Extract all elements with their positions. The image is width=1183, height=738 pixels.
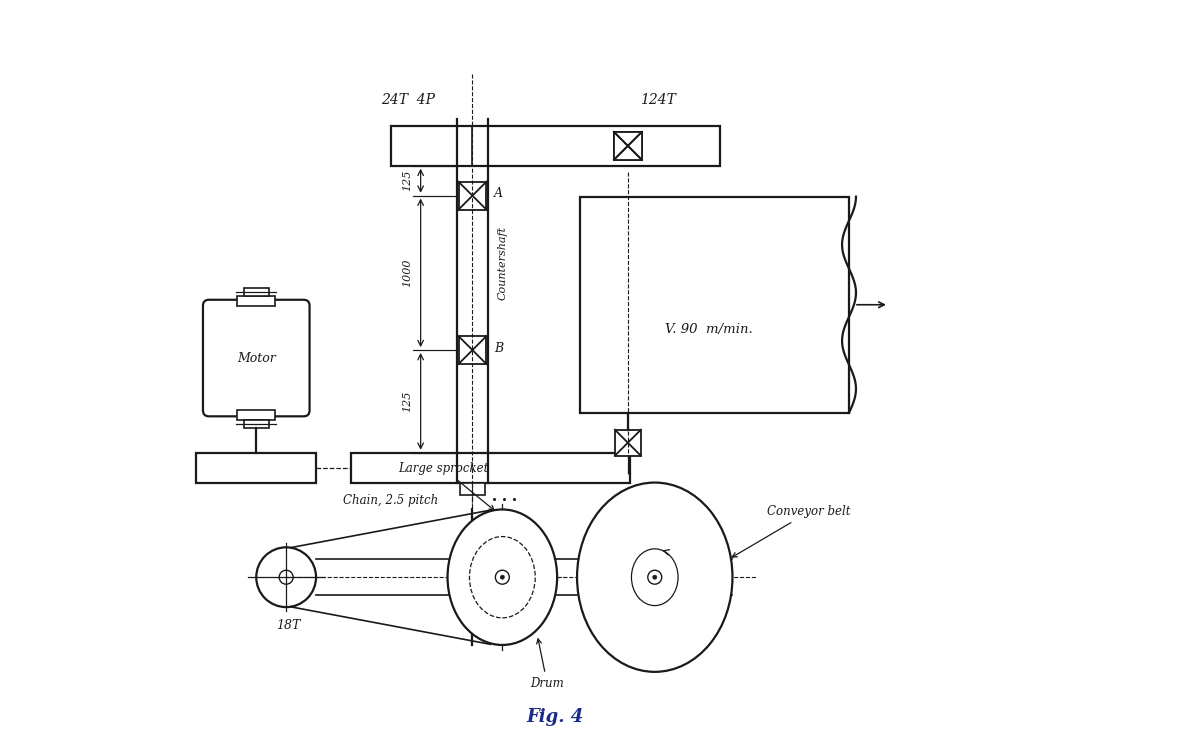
Bar <box>238 410 276 421</box>
Bar <box>238 296 276 306</box>
Text: 125: 125 <box>402 170 413 191</box>
Bar <box>244 421 269 428</box>
Text: Countershaft: Countershaft <box>497 226 508 300</box>
Text: 124T: 124T <box>640 93 675 107</box>
Text: Large sprocket: Large sprocket <box>397 461 494 510</box>
Circle shape <box>500 575 504 579</box>
Text: B: B <box>494 342 504 354</box>
Ellipse shape <box>577 483 732 672</box>
Text: Chain, 2.5 pitch: Chain, 2.5 pitch <box>343 494 438 508</box>
Bar <box>580 196 849 413</box>
Bar <box>614 132 642 160</box>
FancyBboxPatch shape <box>203 300 310 416</box>
Text: 18T: 18T <box>276 619 300 632</box>
Text: A: A <box>494 187 504 200</box>
Text: Conveyor belt: Conveyor belt <box>732 506 851 557</box>
Bar <box>351 452 629 483</box>
Bar <box>614 132 642 160</box>
Bar <box>196 452 316 483</box>
Bar <box>460 483 485 494</box>
Bar <box>244 288 269 296</box>
Text: 1000: 1000 <box>402 258 413 287</box>
Text: Motor: Motor <box>237 351 276 365</box>
Bar <box>459 182 486 210</box>
Text: 24T  4P: 24T 4P <box>381 93 435 107</box>
Ellipse shape <box>447 509 557 645</box>
Bar <box>390 126 719 166</box>
Text: 125: 125 <box>402 390 413 412</box>
Text: V. 90  m/min.: V. 90 m/min. <box>665 323 752 336</box>
Text: Drum: Drum <box>530 639 564 690</box>
Text: Fig. 4: Fig. 4 <box>526 708 583 725</box>
Bar <box>615 430 641 455</box>
Bar <box>459 336 486 364</box>
Circle shape <box>653 575 657 579</box>
